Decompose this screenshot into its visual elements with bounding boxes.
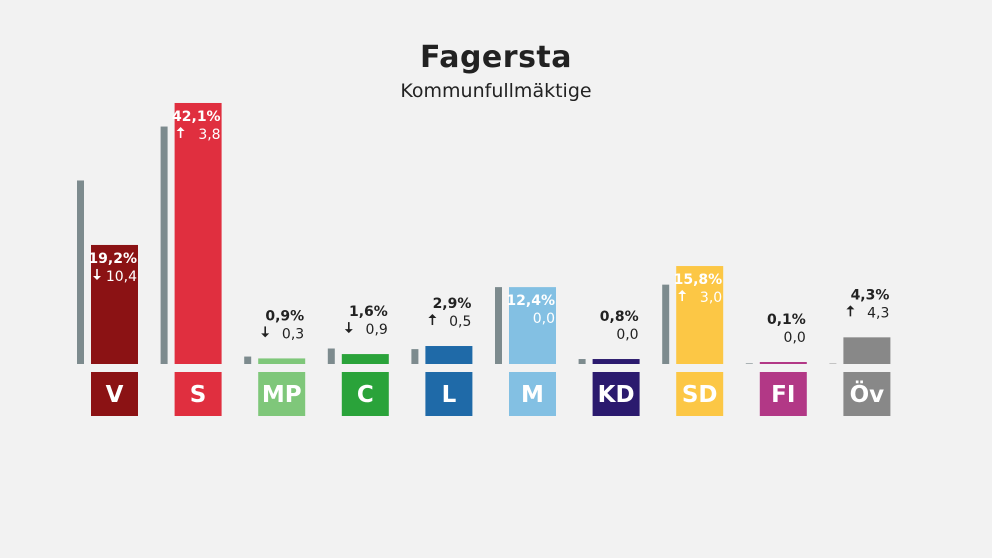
- bar-fi: [759, 362, 807, 364]
- change-label-s: 3,8: [198, 127, 220, 143]
- category-tile-v: [91, 372, 138, 416]
- category-label-s: S: [190, 382, 207, 408]
- bar-mp: [258, 358, 306, 364]
- previous-bar-l: [411, 349, 419, 364]
- bar-s: [174, 102, 222, 364]
- change-label-v: 10,4: [106, 269, 137, 285]
- category-label-c: C: [357, 382, 374, 408]
- category-tile-l: [425, 372, 473, 416]
- change-label-fi: 0,0: [784, 330, 806, 346]
- previous-bar-fi: [745, 363, 753, 364]
- arrow-up-icon-l: [428, 314, 437, 326]
- category-label-v: V: [106, 382, 124, 408]
- value-label-v: 19,2%: [88, 251, 137, 267]
- arrow-up-icon-öv: [846, 305, 855, 317]
- previous-bar-mp: [244, 356, 252, 364]
- arrow-down-icon-mp: [261, 326, 270, 338]
- arrow-down-icon-c: [344, 322, 353, 334]
- category-tile-m: [509, 372, 556, 416]
- value-label-sd: 15,8%: [674, 272, 723, 288]
- category-label-fi: FI: [771, 382, 795, 408]
- bar-sd: [676, 266, 724, 364]
- category-tile-mp: [258, 372, 306, 416]
- arrow-up-icon-sd: [678, 290, 687, 302]
- change-label-m: 0,0: [533, 311, 555, 327]
- category-label-l: L: [442, 382, 457, 408]
- arrow-down-icon-v: [93, 268, 101, 280]
- change-label-l: 0,5: [449, 314, 471, 330]
- category-tile-c: [341, 372, 389, 416]
- previous-bar-s: [160, 126, 168, 364]
- category-tile-kd: [592, 372, 640, 416]
- previous-bar-m: [495, 287, 502, 364]
- category-label-öv: Öv: [850, 380, 885, 408]
- value-label-mp: 0,9%: [265, 308, 304, 324]
- previous-bar-öv: [829, 363, 837, 364]
- category-label-mp: MP: [262, 382, 302, 408]
- change-label-sd: 3,0: [700, 290, 722, 306]
- change-label-öv: 4,3: [867, 305, 889, 321]
- category-tile-öv: [843, 372, 891, 416]
- bar-v: [91, 244, 138, 364]
- bar-m: [509, 287, 556, 364]
- category-label-m: M: [521, 382, 544, 408]
- category-tile-sd: [676, 372, 724, 416]
- value-label-m: 12,4%: [506, 293, 555, 309]
- value-label-s: 42,1%: [172, 109, 221, 125]
- category-tile-fi: [759, 372, 807, 416]
- change-label-mp: 0,3: [282, 326, 304, 342]
- bar-öv: [843, 337, 891, 364]
- category-label-sd: SD: [682, 382, 718, 408]
- value-label-öv: 4,3%: [851, 287, 890, 303]
- change-label-c: 0,9: [366, 322, 388, 338]
- chart-subtitle: Kommunfullmäktige: [400, 80, 592, 102]
- previous-bar-kd: [578, 359, 586, 364]
- bar-c: [341, 354, 389, 364]
- arrow-up-icon-s: [176, 126, 185, 138]
- previous-bar-v: [77, 180, 84, 364]
- bar-l: [425, 346, 473, 364]
- bar-kd: [592, 359, 640, 364]
- change-label-kd: 0,0: [616, 327, 638, 343]
- category-label-kd: KD: [598, 382, 635, 408]
- previous-bar-c: [327, 348, 335, 364]
- chart-title: Fagersta: [419, 40, 573, 75]
- category-tile-s: [174, 372, 222, 416]
- value-label-l: 2,9%: [433, 296, 472, 312]
- previous-bar-sd: [662, 284, 670, 364]
- value-label-kd: 0,8%: [600, 309, 639, 325]
- value-label-c: 1,6%: [349, 304, 388, 320]
- value-label-fi: 0,1%: [767, 312, 806, 328]
